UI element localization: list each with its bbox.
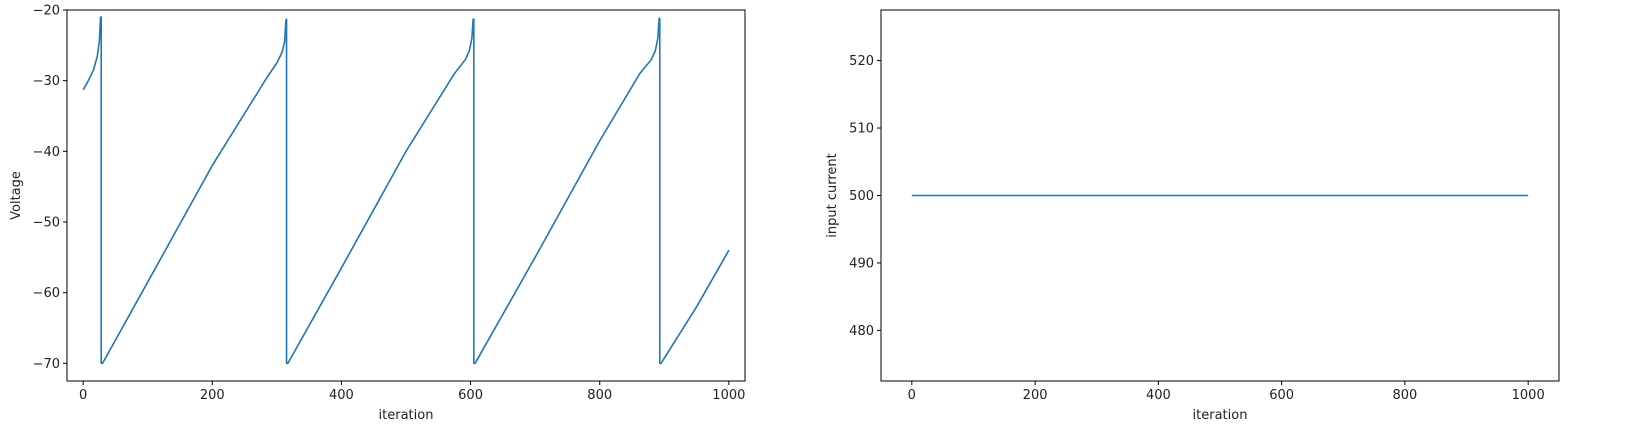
x-tick-label: 800 <box>1392 388 1417 403</box>
x-tick-label: 0 <box>79 388 87 403</box>
y-axis-label: input current <box>825 153 840 237</box>
x-tick-label: 200 <box>200 388 225 403</box>
y-tick-label: −70 <box>33 357 60 372</box>
x-axis-label: iteration <box>379 408 434 423</box>
x-tick-label: 1000 <box>712 388 745 403</box>
x-axis-label: iteration <box>1193 408 1248 423</box>
y-tick-label: 520 <box>849 54 874 69</box>
x-tick-label: 400 <box>329 388 354 403</box>
x-tick-label: 0 <box>908 388 916 403</box>
y-tick-label: −40 <box>33 145 60 160</box>
x-tick-label: 600 <box>1269 388 1294 403</box>
y-tick-label: −20 <box>33 4 60 19</box>
x-tick-label: 400 <box>1146 388 1171 403</box>
y-tick-label: 480 <box>849 324 874 339</box>
x-tick-label: 800 <box>587 388 612 403</box>
y-tick-label: 490 <box>849 256 874 271</box>
y-tick-label: −30 <box>33 74 60 89</box>
voltage-chart: 0 200 400 600 800 1000 −70 −60 −50 −40 −30 −20 itera… <box>9 4 746 423</box>
y-tick-label: −50 <box>33 216 60 231</box>
axes-frame <box>66 9 746 382</box>
y-tick-label: 510 <box>849 122 874 137</box>
y-axis-label: Voltage <box>9 171 24 220</box>
y-tick-label: −60 <box>33 286 60 301</box>
x-tick-label: 200 <box>1023 388 1048 403</box>
x-tick-label: 600 <box>458 388 483 403</box>
input-current-chart: 0 200 400 600 800 1000 480 490 500 510 520 iteratio… <box>825 9 1560 423</box>
series-line <box>82 16 730 365</box>
y-tick-label: 500 <box>849 189 874 204</box>
x-tick-label: 1000 <box>1512 388 1545 403</box>
